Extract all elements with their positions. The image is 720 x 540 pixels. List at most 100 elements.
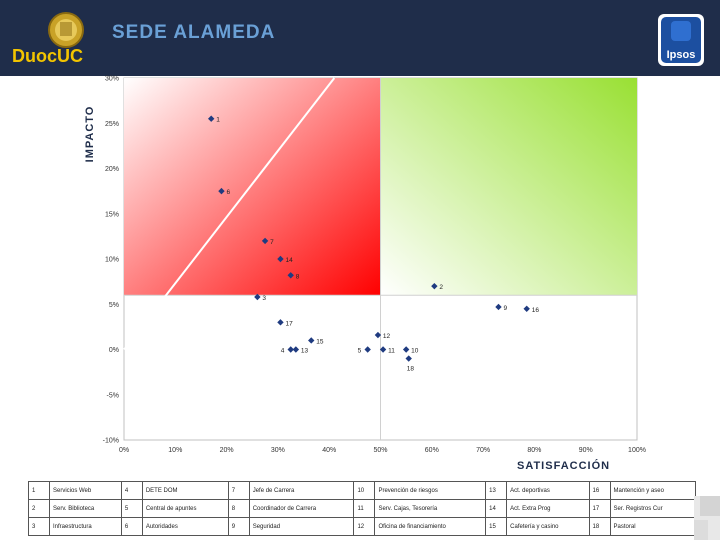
point-label: 15 bbox=[316, 338, 324, 345]
point-label: 16 bbox=[532, 307, 540, 314]
red-quadrant bbox=[124, 78, 381, 296]
legend-row: 1 Servicios Web 4 DETE DOM 7 Jefe de Carrera 1… bbox=[28, 481, 697, 500]
scatter-chart: 0% 10% 20% 30% 40% 50% 60% 70% 80% 90% 100%-10%-5%… bbox=[103, 76, 646, 455]
legend-label: Serv. Cajas, Tesorería bbox=[374, 499, 487, 518]
point-marker bbox=[364, 346, 371, 353]
legend-label: Prevención de riesgos bbox=[374, 481, 487, 500]
legend-label: DETE DOM bbox=[141, 481, 229, 500]
legend-number: 1 bbox=[28, 481, 50, 500]
point-marker bbox=[287, 272, 294, 279]
corner-decoration bbox=[694, 496, 720, 540]
ipsos-logo-text: Ipsos bbox=[667, 49, 696, 61]
point-marker bbox=[287, 346, 294, 353]
legend-label: Act. deportivas bbox=[506, 481, 590, 500]
legend-number: 12 bbox=[353, 517, 376, 536]
legend-number: 10 bbox=[353, 481, 376, 500]
point-marker bbox=[208, 115, 215, 122]
data-point: 13 bbox=[292, 346, 309, 355]
legend-number: 13 bbox=[485, 481, 508, 500]
point-marker bbox=[523, 305, 530, 312]
data-point: 6 bbox=[218, 187, 230, 196]
x-tick-label: 10% bbox=[168, 447, 182, 454]
point-label: 14 bbox=[285, 257, 293, 264]
legend-number: 2 bbox=[28, 499, 50, 518]
x-tick-label: 100% bbox=[628, 447, 646, 454]
data-point: 1 bbox=[208, 115, 220, 124]
legend-label: Serv. Biblioteca bbox=[49, 499, 122, 518]
legend-number: 8 bbox=[227, 499, 250, 518]
x-tick-label: 40% bbox=[322, 447, 336, 454]
point-label: 9 bbox=[503, 305, 507, 312]
point-marker bbox=[379, 346, 387, 353]
point-label: 17 bbox=[285, 320, 293, 327]
data-point: 7 bbox=[261, 237, 274, 246]
x-tick-label: 70% bbox=[476, 447, 490, 454]
green-quadrant bbox=[380, 78, 637, 296]
legend-label: Central de apuntes bbox=[141, 499, 229, 518]
x-tick-label: 50% bbox=[373, 447, 387, 454]
legend-number: 18 bbox=[588, 517, 611, 536]
legend-number: 11 bbox=[353, 499, 376, 518]
y-tick-label: 20% bbox=[105, 166, 119, 173]
legend-label: Autoridades bbox=[141, 517, 229, 536]
y-tick-label: 5% bbox=[109, 302, 119, 309]
point-marker bbox=[431, 282, 438, 290]
y-tick-label: 10% bbox=[105, 257, 119, 264]
x-tick-label: 20% bbox=[220, 447, 234, 454]
x-tick-label: 90% bbox=[579, 447, 593, 454]
duoc-uc-logo: DuocUC bbox=[12, 12, 84, 66]
legend-label: Mantención y aseo bbox=[609, 481, 697, 500]
legend-label: Ser. Registros Cur bbox=[609, 499, 697, 518]
x-tick-label: 30% bbox=[271, 447, 285, 454]
legend-number: 5 bbox=[120, 499, 143, 518]
point-label: 3 bbox=[262, 295, 266, 302]
point-label: 6 bbox=[226, 189, 230, 196]
legend-number: 3 bbox=[28, 517, 50, 536]
legend-label: Pastoral bbox=[609, 517, 697, 536]
point-label: 12 bbox=[383, 333, 391, 340]
legend-number: 4 bbox=[120, 481, 143, 500]
data-point: 8 bbox=[287, 272, 300, 280]
y-tick-label: -5% bbox=[107, 392, 119, 399]
legend-number: 9 bbox=[227, 517, 250, 536]
point-label: 1 bbox=[216, 117, 220, 124]
y-tick-label: 25% bbox=[105, 121, 119, 128]
point-label: 7 bbox=[270, 239, 274, 246]
legend-label: Servicios Web bbox=[49, 481, 122, 500]
point-marker bbox=[308, 337, 315, 344]
legend-label: Infraestructura bbox=[49, 517, 122, 536]
data-point: 3 bbox=[254, 293, 266, 302]
point-label: 5 bbox=[358, 348, 362, 355]
point-label: 8 bbox=[296, 273, 300, 280]
point-label: 11 bbox=[388, 348, 395, 355]
y-tick-label: 0% bbox=[109, 347, 119, 354]
legend-label: Act. Extra Prog bbox=[506, 499, 590, 518]
data-point: 17 bbox=[277, 319, 293, 327]
point-marker bbox=[374, 331, 382, 339]
point-marker bbox=[292, 346, 300, 353]
legend-table: 1 Servicios Web 4 DETE DOM 7 Jefe de Carrera 1… bbox=[28, 481, 697, 536]
x-tick-label: 60% bbox=[425, 447, 439, 454]
data-point: 11 bbox=[379, 346, 395, 355]
page-title: SEDE ALAMEDA bbox=[112, 22, 276, 43]
point-marker bbox=[218, 187, 225, 195]
legend-number: 7 bbox=[227, 481, 250, 500]
point-marker bbox=[277, 319, 284, 326]
legend-number: 16 bbox=[588, 481, 611, 500]
data-point: 2 bbox=[431, 282, 443, 291]
point-marker bbox=[277, 255, 284, 263]
point-label: 2 bbox=[439, 284, 443, 291]
ipsos-logo: Ipsos bbox=[658, 14, 704, 66]
point-label: 13 bbox=[301, 348, 309, 355]
data-point: 10 bbox=[402, 346, 419, 355]
y-tick-label: -10% bbox=[103, 438, 119, 445]
point-marker bbox=[405, 355, 412, 362]
legend-row: 2 Serv. Biblioteca 5 Central de apuntes 8 Coo… bbox=[28, 499, 697, 518]
x-axis-title: SATISFACCIÓN bbox=[517, 460, 611, 472]
point-marker bbox=[402, 346, 410, 353]
y-tick-label: 30% bbox=[105, 76, 119, 83]
point-marker bbox=[254, 293, 261, 301]
data-point: 15 bbox=[308, 337, 324, 345]
y-tick-label: 15% bbox=[105, 211, 119, 218]
data-point: 5 bbox=[358, 346, 371, 355]
